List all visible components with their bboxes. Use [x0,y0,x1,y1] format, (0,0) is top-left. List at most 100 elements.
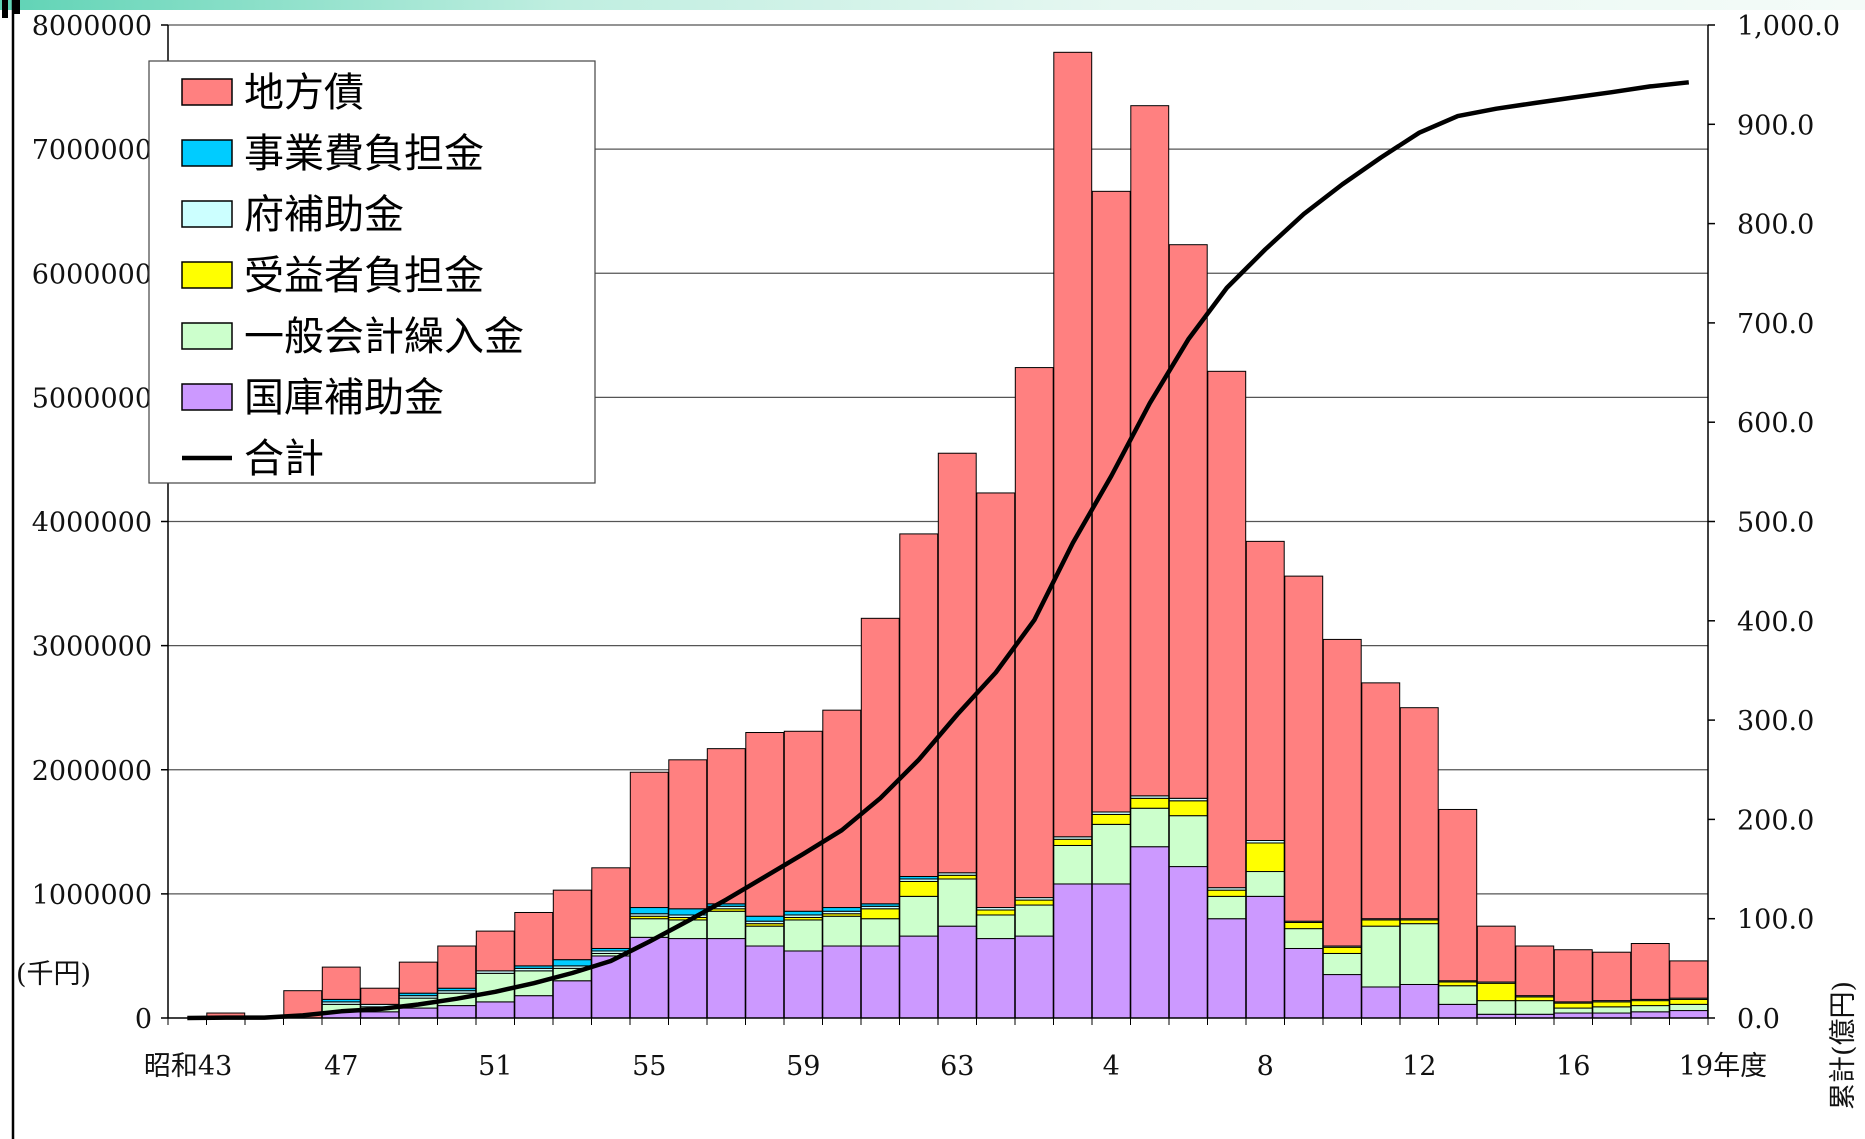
bar-segment [1014,367,1054,899]
tick-labels: 0 1000000 2000000 3000000 4000000 5000000 6000… [16,11,1859,1110]
bar-segment [822,907,862,912]
bar-segment [360,987,400,1005]
bar-segment [1245,842,1285,873]
right-tick-label: 700.0 [1737,309,1814,340]
bar-segment [1361,986,1401,1019]
bar-segment [514,995,554,1019]
legend-label: 合計 [244,436,324,482]
bar-segment [1476,1000,1516,1015]
bar-segment [668,759,708,910]
right-tick-label: 500.0 [1737,508,1814,539]
bar-segment [976,938,1016,1019]
bar-segment [1207,370,1247,889]
bar-segment [591,867,631,949]
bar-segment [783,910,823,916]
x-tick-label: 16 [1556,1051,1590,1082]
bar-segment [899,895,939,937]
bar-segment [1553,1002,1593,1009]
x-tick-label: 8 [1257,1051,1274,1082]
bar-segment [937,452,977,874]
bar-segment [629,771,669,909]
x-tick-label: 55 [632,1051,666,1082]
bar-segment [1630,1000,1670,1007]
bar-segment [1515,1000,1555,1015]
bar-segment [1553,1007,1593,1014]
bar-segment [1014,904,1054,937]
bar-segment [552,980,592,1019]
left-tick-label: 6000000 [32,259,152,290]
legend-swatch [181,383,233,411]
bar-segment [1168,815,1208,868]
x-tick-label: 51 [478,1051,512,1082]
bar-segment [1053,844,1093,885]
bar-segment [822,709,862,909]
right-tick-label: 900.0 [1737,110,1814,141]
bar-segment [1322,952,1362,976]
bar-segment [437,945,477,989]
bar-segment [1091,813,1131,825]
bar-segment [1168,800,1208,817]
bar-segment [1515,996,1555,1002]
legend-swatch [181,139,233,167]
bar-segment [899,533,939,877]
bar-segment [1592,951,1632,1002]
legend-label: 受益者負担金 [244,253,484,299]
bar-segment [1130,105,1170,797]
x-tick-label: 63 [940,1051,974,1082]
bar-segment [1245,895,1285,1019]
bar-segment [1592,1006,1632,1014]
bar-segment [1284,575,1324,922]
legend-label: 一般会計繰入金 [244,314,524,360]
bar-segment [860,617,900,905]
bar-segment [552,889,592,961]
top-decorative-strip [0,0,1865,10]
legend-swatch [181,78,233,106]
right-tick-label: 200.0 [1737,805,1814,836]
cumulative-total-line [187,80,1690,1021]
bar-segment [1207,895,1247,920]
left-tick-label: 3000000 [32,632,152,663]
bar-segment [1399,707,1439,920]
bar-segment [1669,1010,1709,1019]
bar-segment [1361,925,1401,988]
bar-segment [706,910,746,940]
bar-segment [1130,807,1170,848]
x-tick-label: 59 [786,1051,820,1082]
bar-segment [398,961,438,994]
bar-segment [783,919,823,952]
corner-mark [2,0,20,18]
bar-segment [475,930,515,972]
bar-segment [937,925,977,1019]
bar-segment [1438,808,1478,982]
bar-segment [552,959,592,967]
bar-segment [1553,949,1593,1003]
legend-label: 国庫補助金 [244,375,444,421]
bar-segment [1399,923,1439,985]
legend-swatch [181,322,233,350]
right-tick-label: 100.0 [1737,905,1814,936]
right-tick-label: 800.0 [1737,210,1814,241]
left-tick-label: 2000000 [32,756,152,787]
bar-segment [1669,1003,1709,1012]
bar-segment [1515,945,1555,997]
x-tick-label: 4 [1103,1051,1120,1082]
bar-segment [1245,871,1285,897]
legend-swatch [181,261,233,289]
bar-segment [745,915,785,922]
bar-segment [1438,1003,1478,1019]
right-tick-label: 0.0 [1737,1004,1780,1035]
bar-segment [668,938,708,1019]
right-tick-label: 400.0 [1737,607,1814,638]
bar-segment [1322,974,1362,1019]
x-tick-label: 昭和43 [144,1051,232,1082]
bar-segment [1207,918,1247,1019]
bar-segment [1014,899,1054,906]
bar-segment [437,1005,477,1019]
bar-segment [783,730,823,912]
bar-segment [1438,985,1478,1005]
legend-label: 事業費負担金 [244,131,484,177]
bar-segment [976,492,1016,909]
bar-segment [1245,540,1285,841]
